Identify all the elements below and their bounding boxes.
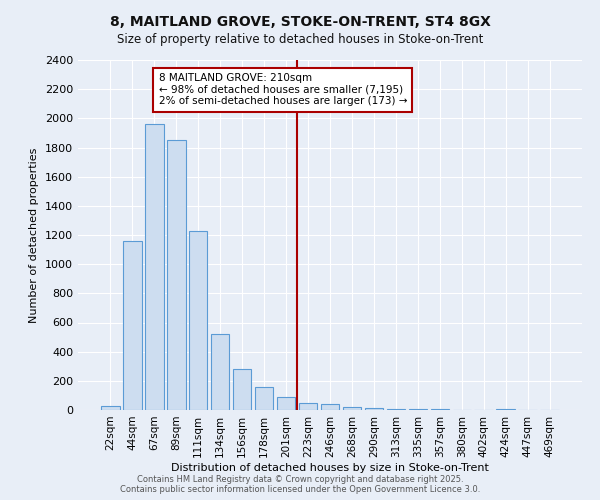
Bar [145, 124, 164, 410]
Bar [101, 406, 119, 410]
Bar [277, 397, 295, 410]
Bar [320, 404, 340, 410]
Bar [299, 402, 317, 410]
Bar [365, 408, 383, 410]
Text: 8, MAITLAND GROVE, STOKE-ON-TRENT, ST4 8GX: 8, MAITLAND GROVE, STOKE-ON-TRENT, ST4 8… [110, 15, 490, 29]
Bar [255, 388, 274, 410]
Bar [189, 230, 208, 410]
Bar [233, 369, 251, 410]
Text: 8 MAITLAND GROVE: 210sqm
← 98% of detached houses are smaller (7,195)
2% of semi: 8 MAITLAND GROVE: 210sqm ← 98% of detach… [158, 73, 407, 106]
Text: Contains public sector information licensed under the Open Government Licence 3.: Contains public sector information licen… [120, 485, 480, 494]
Text: Contains HM Land Registry data © Crown copyright and database right 2025.: Contains HM Land Registry data © Crown c… [137, 475, 463, 484]
Bar [211, 334, 229, 410]
Bar [386, 409, 405, 410]
X-axis label: Distribution of detached houses by size in Stoke-on-Trent: Distribution of detached houses by size … [171, 462, 489, 472]
Bar [343, 408, 361, 410]
Bar [167, 140, 185, 410]
Text: Size of property relative to detached houses in Stoke-on-Trent: Size of property relative to detached ho… [117, 32, 483, 46]
Bar [123, 241, 142, 410]
Y-axis label: Number of detached properties: Number of detached properties [29, 148, 40, 322]
